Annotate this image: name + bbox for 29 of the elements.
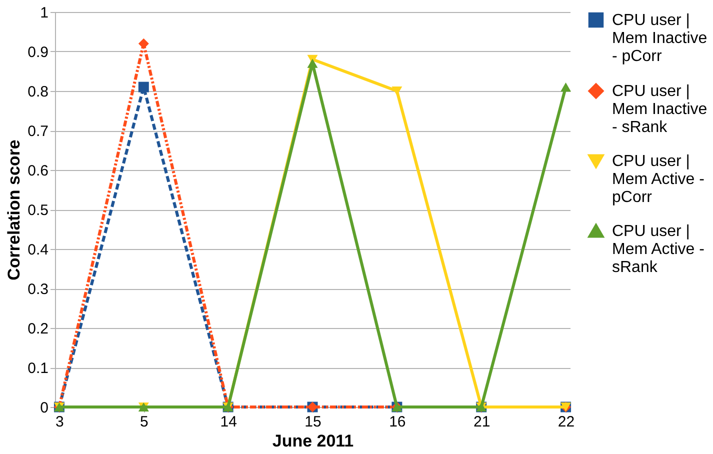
x-tick-label: 15 — [304, 414, 322, 430]
y-tick-label: 1 — [40, 4, 48, 22]
x-tick-label: 14 — [220, 414, 237, 430]
y-tick-label: 0.6 — [28, 162, 48, 180]
x-tick-label: 21 — [474, 414, 490, 430]
x-axis-title: June 2011 — [272, 432, 354, 450]
y-tick-label: 0.7 — [28, 123, 48, 140]
point — [307, 58, 318, 68]
legend-label: CPU user | Mem Inactive - pCorr — [612, 12, 708, 65]
y-tick-label: 0.3 — [28, 281, 48, 298]
y-tick-label: 0.9 — [28, 44, 48, 61]
y-tick-label: 0.1 — [28, 360, 48, 377]
point — [560, 82, 572, 92]
x-tick-label: 16 — [389, 414, 406, 430]
x-tick-label: 22 — [558, 414, 575, 430]
y-tick-label: 0.2 — [28, 320, 48, 338]
y-tick-label: 0.5 — [28, 202, 48, 219]
legend-label: CPU user | Mem Active - sRank — [612, 223, 704, 276]
x-tick-label: 3 — [56, 414, 64, 430]
y-tick-label: 0 — [40, 400, 48, 416]
legend-label: CPU user | Mem Active - pCorr — [612, 153, 704, 206]
y-axis-title: Correlation score — [4, 140, 24, 280]
y-tick-label: 0.4 — [28, 242, 48, 258]
point — [138, 82, 149, 92]
x-tick-label: 5 — [140, 414, 148, 430]
y-tick-label: 0.8 — [28, 84, 48, 100]
point — [138, 38, 149, 49]
legend-label: CPU user | Mem Inactive - sRank — [612, 83, 708, 136]
point — [392, 86, 402, 96]
